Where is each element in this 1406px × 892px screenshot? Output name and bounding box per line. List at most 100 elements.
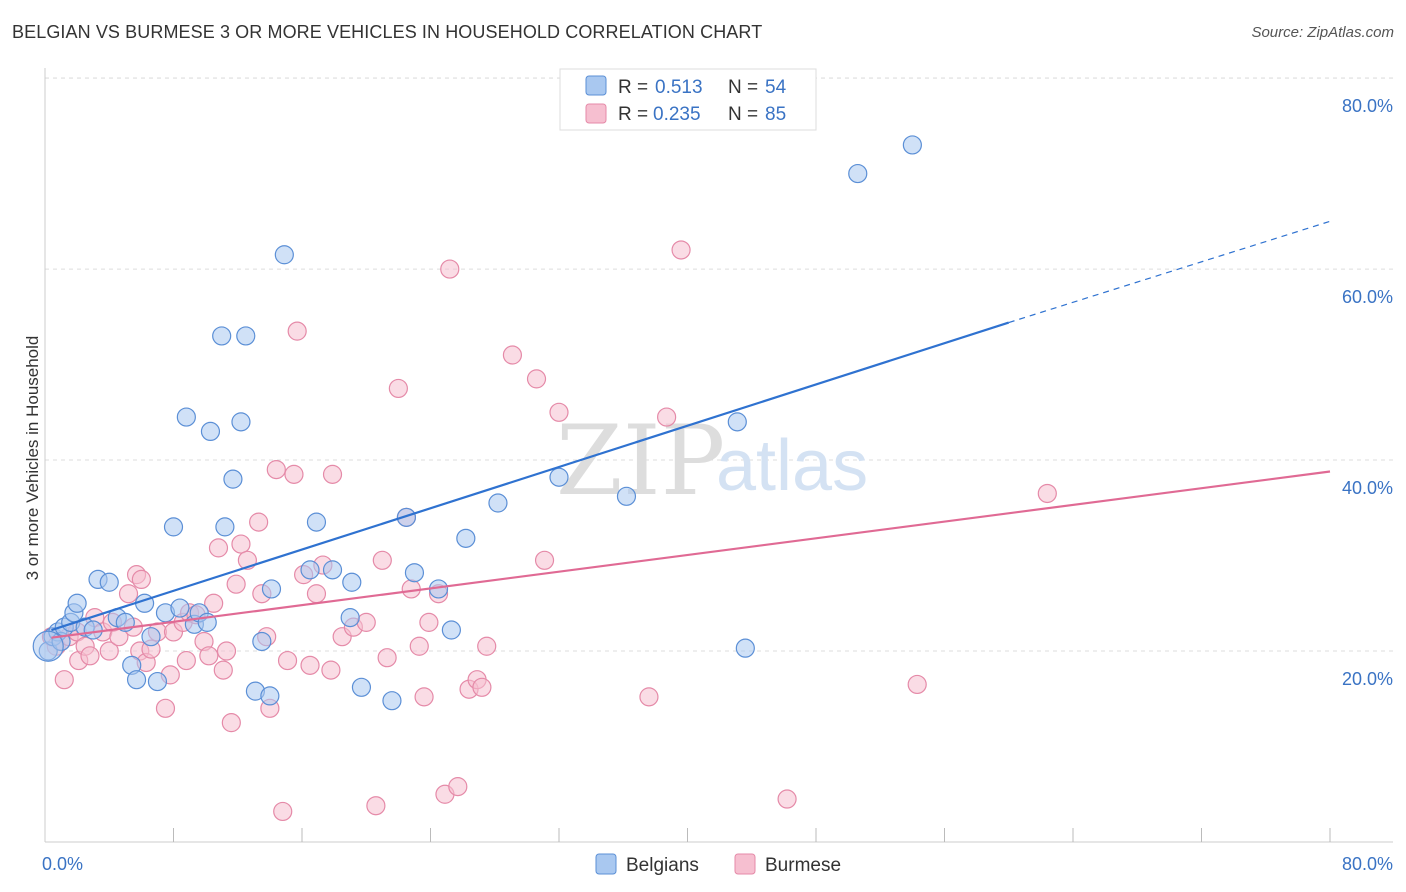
chart-title: BELGIAN VS BURMESE 3 OR MORE VEHICLES IN… <box>12 22 763 42</box>
burmese-point <box>176 650 196 671</box>
burmese-point <box>448 777 468 797</box>
belgians-trend-extension <box>1008 220 1331 324</box>
y-axis-label: 3 or more Vehicles in Household <box>23 336 42 581</box>
burmese-point <box>549 402 569 422</box>
legend-n-value-belgians: 54 <box>765 77 787 98</box>
belgians-point <box>322 560 343 580</box>
belgians-point <box>215 517 235 537</box>
burmese-point <box>155 698 176 718</box>
belgians-point <box>735 638 755 658</box>
belgians-point <box>163 517 184 537</box>
legend-swatch-burmese <box>585 103 607 124</box>
axes <box>44 68 1393 843</box>
burmese-point <box>534 550 555 570</box>
legend: R = 0.513 N = 54 R = 0.235 N = 85 <box>559 68 817 131</box>
x-tick-label-max: 80.0% <box>1342 854 1393 874</box>
burmese-point <box>657 407 677 427</box>
belgians-point <box>141 627 161 647</box>
bottom-legend-swatch-belgians <box>595 853 617 875</box>
x-ticks <box>173 828 1331 842</box>
burmese-point <box>777 789 797 809</box>
burmese-point <box>321 660 341 680</box>
legend-r-label-belgians: R = <box>618 77 648 98</box>
burmese-point <box>231 534 251 554</box>
legend-r-value-belgians: 0.513 <box>655 77 703 98</box>
belgians-point <box>616 486 637 506</box>
burmese-point <box>372 550 392 570</box>
belgians-point <box>212 326 232 346</box>
watermark-atlas: atlas <box>716 426 868 506</box>
belgians-point <box>83 620 103 640</box>
y-tick-label: 40.0% <box>1342 478 1393 498</box>
burmese-point <box>477 636 497 656</box>
burmese-point <box>249 512 269 532</box>
x-tick-label-min: 0.0% <box>42 854 83 874</box>
belgians-point <box>32 630 64 662</box>
belgians-point <box>223 469 243 489</box>
belgians-point <box>274 245 294 265</box>
bottom-legend: Belgians Burmese <box>595 853 841 876</box>
burmese-point <box>80 646 100 666</box>
burmese-point <box>199 646 219 666</box>
burmese-point <box>118 584 139 604</box>
burmese-point <box>204 593 224 613</box>
bottom-legend-label-burmese: Burmese <box>765 855 841 876</box>
burmese-point <box>502 345 523 365</box>
burmese-point <box>388 378 408 399</box>
burmese-point <box>266 459 286 480</box>
belgians-point <box>126 670 147 690</box>
belgians-point <box>300 560 320 580</box>
legend-swatch-belgians <box>585 75 607 96</box>
burmese-point <box>907 674 927 695</box>
belgians-point <box>848 163 868 184</box>
trend-lines <box>51 220 1331 639</box>
burmese-point <box>322 464 343 484</box>
legend-n-label-belgians: N = <box>728 77 758 98</box>
belgians-point <box>200 421 221 442</box>
burmese-point <box>208 538 229 558</box>
belgians-point <box>382 691 402 711</box>
bottom-legend-label-belgians: Belgians <box>626 855 699 876</box>
belgians-point <box>396 507 417 527</box>
legend-r-value-burmese: 0.235 <box>653 104 701 125</box>
belgians-point <box>261 579 282 599</box>
burmese-point <box>472 677 492 697</box>
belgians-point <box>231 412 251 432</box>
y-tick-label: 20.0% <box>1342 669 1393 689</box>
y-tick-label: 60.0% <box>1342 287 1393 307</box>
belgians-point <box>456 528 476 548</box>
burmese-point <box>273 801 293 822</box>
burmese-point <box>526 369 547 389</box>
burmese-point <box>1037 483 1057 504</box>
belgians-point <box>488 493 508 513</box>
burmese-point <box>409 636 429 656</box>
legend-n-label-burmese: N = <box>728 104 758 125</box>
y-tick-labels: 20.0% 40.0% 60.0% 80.0% <box>1342 96 1393 689</box>
burmese-point <box>306 584 327 604</box>
burmese-point <box>287 321 307 341</box>
belgians-point <box>252 631 272 652</box>
belgians-point <box>306 512 327 532</box>
belgians-point <box>404 563 425 583</box>
belgians-point <box>727 412 747 432</box>
burmese-point <box>356 612 376 632</box>
legend-n-value-burmese: 85 <box>765 104 786 125</box>
burmese-point <box>401 579 421 599</box>
belgians-point <box>260 686 280 706</box>
source-label: Source: ZipAtlas.com <box>1251 24 1394 41</box>
belgians-point <box>170 598 190 618</box>
belgians-point <box>67 593 87 613</box>
legend-r-label-burmese: R = <box>618 104 648 125</box>
burmese-point <box>377 648 397 668</box>
burmese-point <box>99 641 119 661</box>
burmese-point <box>639 687 659 707</box>
burmese-point <box>54 670 74 690</box>
burmese-point <box>300 655 320 675</box>
burmese-point <box>671 240 691 260</box>
y-tick-label: 80.0% <box>1342 96 1393 116</box>
belgians-point <box>340 608 360 628</box>
burmese-point <box>216 641 237 661</box>
burmese-point <box>366 796 386 816</box>
belgians-point <box>176 407 196 427</box>
burmese-point <box>226 574 246 594</box>
